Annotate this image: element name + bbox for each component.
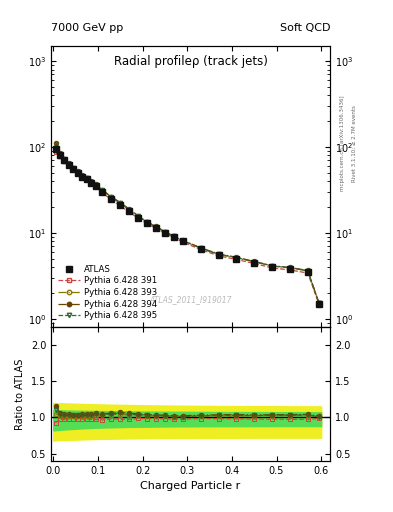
Text: Rivet 3.1.10; ≥ 2.7M events: Rivet 3.1.10; ≥ 2.7M events xyxy=(352,105,357,182)
X-axis label: Charged Particle r: Charged Particle r xyxy=(140,481,241,491)
Text: mcplots.cern.ch [arXiv:1306.3436]: mcplots.cern.ch [arXiv:1306.3436] xyxy=(340,96,345,191)
Text: 7000 GeV pp: 7000 GeV pp xyxy=(51,23,123,33)
Text: Radial profileρ (track jets): Radial profileρ (track jets) xyxy=(114,54,268,68)
Y-axis label: Ratio to ATLAS: Ratio to ATLAS xyxy=(15,358,25,430)
Legend: ATLAS, Pythia 6.428 391, Pythia 6.428 393, Pythia 6.428 394, Pythia 6.428 395: ATLAS, Pythia 6.428 391, Pythia 6.428 39… xyxy=(55,262,160,323)
Text: Soft QCD: Soft QCD xyxy=(280,23,330,33)
Text: ATLAS_2011_I919017: ATLAS_2011_I919017 xyxy=(149,295,232,305)
